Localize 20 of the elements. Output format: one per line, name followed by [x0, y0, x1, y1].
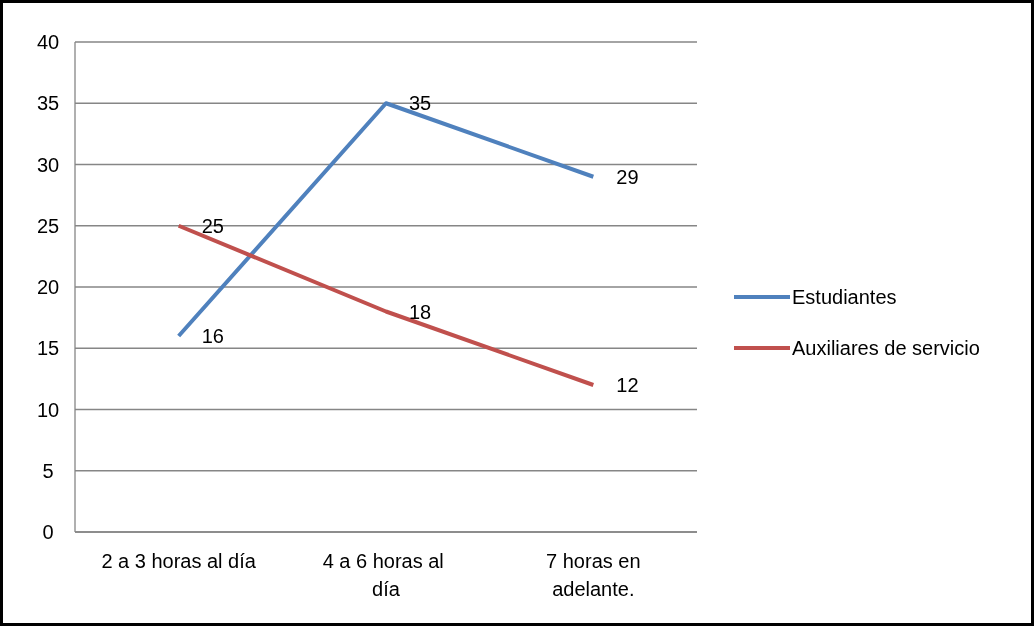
y-tick-label: 10 [36, 398, 60, 421]
data-label: 16 [201, 325, 224, 347]
y-tick-label: 25 [36, 214, 60, 237]
legend-label: Estudiantes [792, 286, 897, 308]
data-label: 18 [409, 300, 432, 323]
x-tick-label: 4 a 6 horas al día [322, 550, 450, 600]
data-label: 29 [616, 165, 639, 188]
y-tick-label: 30 [36, 153, 60, 176]
y-tick-label: 40 [36, 31, 60, 53]
y-tick-label: 20 [36, 276, 60, 298]
y-tick-label: 5 [42, 459, 54, 482]
y-tick-label: 0 [42, 521, 54, 543]
data-label: 12 [616, 374, 639, 396]
data-label: 25 [201, 214, 224, 237]
y-tick-label: 35 [36, 92, 60, 115]
y-tick-label: 15 [36, 337, 60, 360]
data-label: 35 [409, 92, 432, 115]
legend-label: Auxiliares de servicio [792, 337, 980, 359]
x-tick-label: 2 a 3 horas al día [101, 550, 257, 572]
x-tick-label: 7 horas en adelante. [546, 550, 641, 600]
